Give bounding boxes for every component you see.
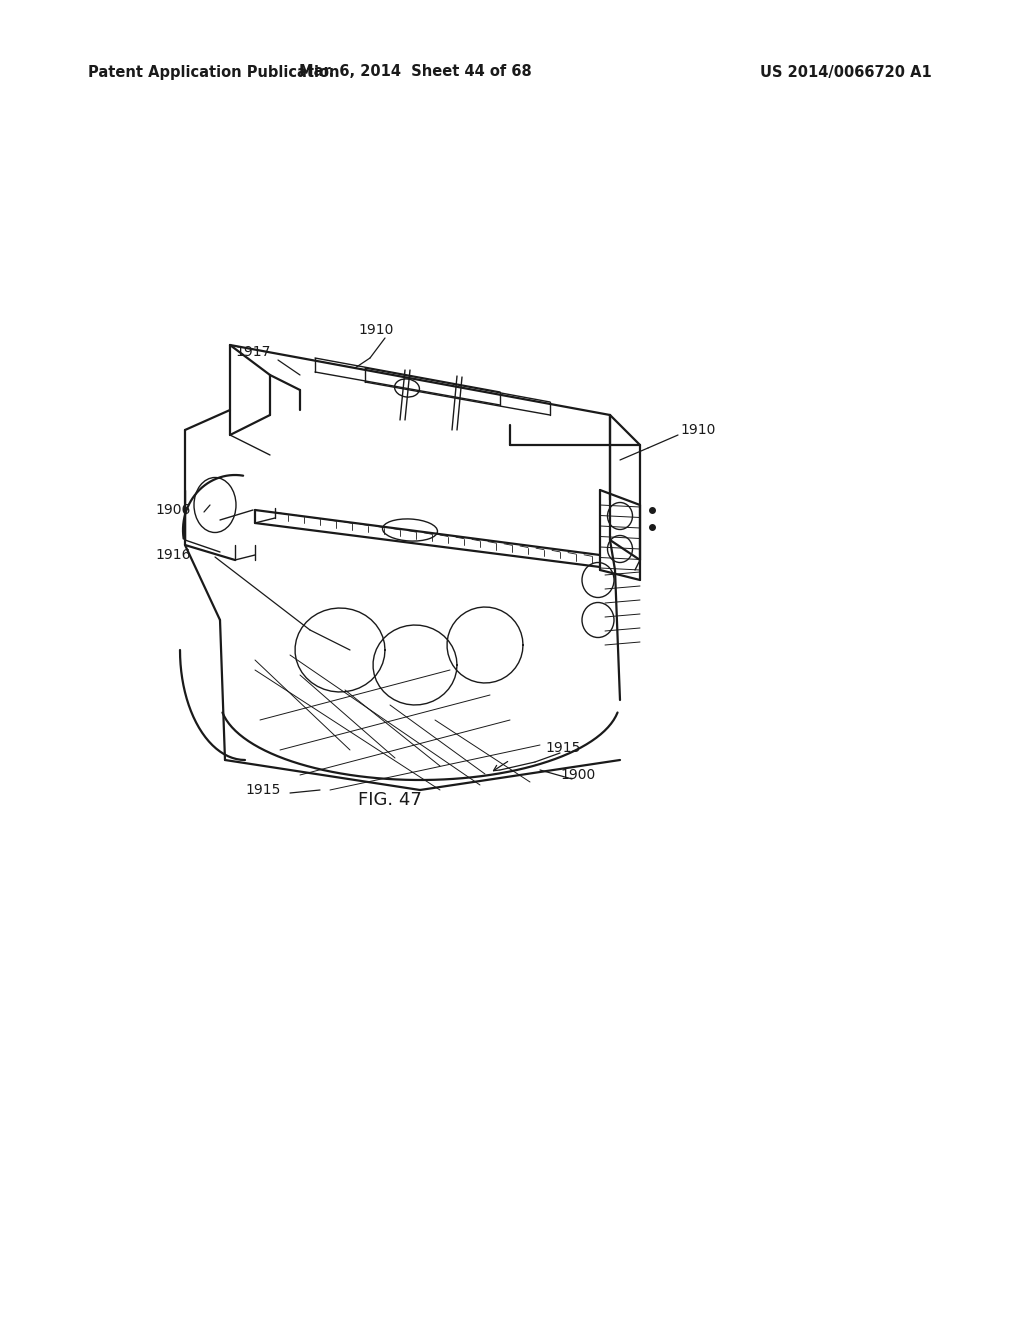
Text: 1900: 1900 xyxy=(560,768,595,781)
Text: 1910: 1910 xyxy=(358,323,393,337)
Text: Patent Application Publication: Patent Application Publication xyxy=(88,65,340,79)
Text: 1917: 1917 xyxy=(234,345,270,359)
Text: 1910: 1910 xyxy=(680,422,716,437)
Text: Mar. 6, 2014  Sheet 44 of 68: Mar. 6, 2014 Sheet 44 of 68 xyxy=(299,65,531,79)
Text: FIG. 47: FIG. 47 xyxy=(358,791,422,809)
Text: 1915: 1915 xyxy=(245,783,281,797)
Text: 1915: 1915 xyxy=(545,741,581,755)
Text: 1916: 1916 xyxy=(155,548,190,562)
Text: US 2014/0066720 A1: US 2014/0066720 A1 xyxy=(760,65,932,79)
Text: 1906: 1906 xyxy=(155,503,190,517)
